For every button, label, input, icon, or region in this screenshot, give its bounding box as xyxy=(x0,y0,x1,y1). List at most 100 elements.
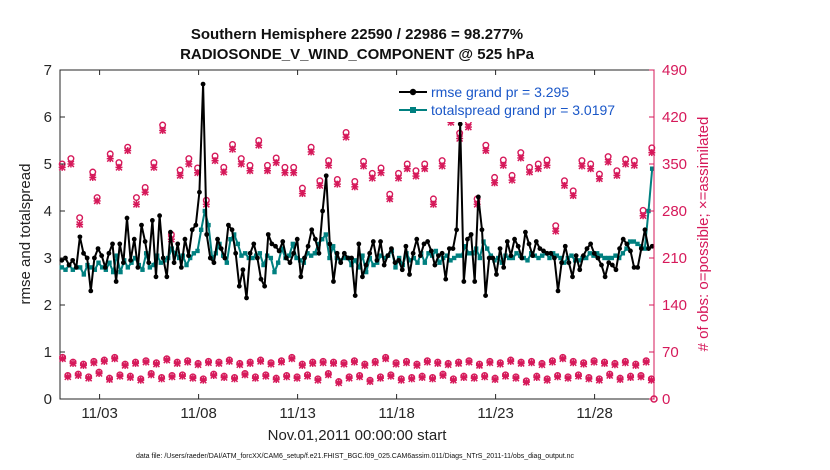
rmse-point xyxy=(164,274,170,280)
rmse-point xyxy=(421,241,427,247)
totalspread-point xyxy=(547,255,552,261)
rmse-point xyxy=(562,243,568,249)
right-tick-label: 280 xyxy=(662,203,687,220)
obs-assimilated-marker xyxy=(105,375,114,384)
obs-assimilated-marker xyxy=(512,374,520,382)
totalspread-point xyxy=(492,258,497,263)
totalspread-point xyxy=(605,255,611,261)
obs-assimilated-marker xyxy=(69,359,77,367)
obs-assimilated-marker xyxy=(642,358,650,366)
totalspread-point xyxy=(206,222,211,228)
obs-assimilated-marker xyxy=(267,360,275,368)
obs-assimilated-marker xyxy=(211,157,219,165)
totalspread-point xyxy=(140,267,145,272)
obs-assimilated-marker xyxy=(176,171,184,179)
rmse-point xyxy=(120,260,126,266)
x-axis-ticks: 11/03 11/08 11/13 11/18 11/23 11/28 xyxy=(81,70,613,422)
obs-assimilated-marker xyxy=(204,359,213,367)
legend-box xyxy=(395,82,649,122)
chart-title-line1: Southern Hemisphere 22590 / 22986 = 98.2… xyxy=(191,26,523,43)
obs-assimilated-marker xyxy=(237,160,245,168)
obs-assimilated-marker xyxy=(569,192,577,200)
rmse-point xyxy=(370,239,376,244)
obs-assimilated-marker xyxy=(439,371,447,380)
rmse-point xyxy=(182,236,188,242)
right-tick-label: 350 xyxy=(662,156,687,173)
rmse-point xyxy=(378,239,383,244)
rmse-point xyxy=(92,255,97,261)
rmse-point xyxy=(646,246,651,252)
obs-assimilated-marker xyxy=(491,375,499,384)
rmse-point xyxy=(606,260,612,266)
rmse-point xyxy=(59,257,65,263)
rmse-point xyxy=(360,274,365,280)
rmse-point xyxy=(602,274,608,280)
totalspread-point xyxy=(352,258,358,263)
obs-assimilated-marker xyxy=(413,361,421,369)
obs-assimilated-marker xyxy=(163,356,171,364)
rmse-point xyxy=(244,295,249,301)
rmse-point xyxy=(110,241,115,247)
totalspread-point xyxy=(477,255,483,261)
totalspread-point xyxy=(59,265,65,270)
obs-assimilated-marker xyxy=(298,361,306,369)
obs-assimilated-marker xyxy=(307,148,315,156)
obs-assimilated-marker xyxy=(262,372,270,380)
totalspread-point xyxy=(569,253,574,258)
rmse-point xyxy=(312,236,318,242)
rmse-point xyxy=(486,255,492,261)
rmse-point xyxy=(189,227,195,233)
totalspread-point xyxy=(290,241,296,247)
rmse-point xyxy=(287,260,293,266)
rmse-point xyxy=(153,274,159,280)
totalspread-point xyxy=(88,265,94,270)
totalspread-point xyxy=(539,253,545,258)
totalspread-point xyxy=(327,255,332,261)
rmse-point xyxy=(508,253,514,259)
rmse-point xyxy=(341,250,347,256)
rmse-point xyxy=(577,267,583,273)
totalspread-point xyxy=(107,260,112,265)
obs-assimilated-marker xyxy=(173,359,181,367)
obs-assimilated-marker xyxy=(350,358,358,366)
obs-assimilated-marker xyxy=(387,372,395,380)
obs-assimilated-marker xyxy=(496,360,504,368)
totalspread-point xyxy=(360,253,365,258)
totalspread-point xyxy=(444,253,450,258)
totalspread-point xyxy=(103,267,109,272)
totalspread-point xyxy=(341,255,347,261)
obs-assimilated-marker xyxy=(470,374,478,382)
obs-assimilated-marker xyxy=(220,168,228,176)
obs-assimilated-marker xyxy=(303,372,312,380)
totalspread-point xyxy=(202,208,208,214)
totalspread-point xyxy=(609,255,615,261)
obs-assimilated-marker xyxy=(423,358,431,366)
obs-assimilated-marker xyxy=(508,176,516,184)
left-tick-label: 3 xyxy=(44,250,52,267)
rmse-point xyxy=(515,243,521,249)
obs-assimilated-marker xyxy=(464,123,472,131)
totalspread-point xyxy=(510,255,516,261)
rmse-point xyxy=(494,272,499,277)
obs-assimilated-marker xyxy=(241,371,249,379)
rmse-point xyxy=(160,255,166,261)
rmse-point xyxy=(497,246,503,252)
obs-assimilated-marker xyxy=(255,141,263,149)
obs-assimilated-marker xyxy=(106,155,114,163)
rmse-point xyxy=(352,293,358,298)
totalspread-point xyxy=(110,269,116,275)
rmse-point xyxy=(262,283,268,289)
obs-assimilated-marker xyxy=(126,373,134,382)
rmse-point xyxy=(334,250,340,256)
obs-assimilated-marker xyxy=(421,165,429,173)
rmse-point xyxy=(584,246,590,252)
obs-assimilated-marker xyxy=(215,359,223,367)
rmse-point xyxy=(461,279,467,284)
obs-assimilated-marker xyxy=(501,372,510,380)
rmse-point xyxy=(479,227,485,233)
obs-assimilated-marker xyxy=(564,374,572,382)
rmse-point xyxy=(631,265,637,270)
rmse-point xyxy=(446,246,452,252)
obs-assimilated-marker xyxy=(189,374,197,382)
